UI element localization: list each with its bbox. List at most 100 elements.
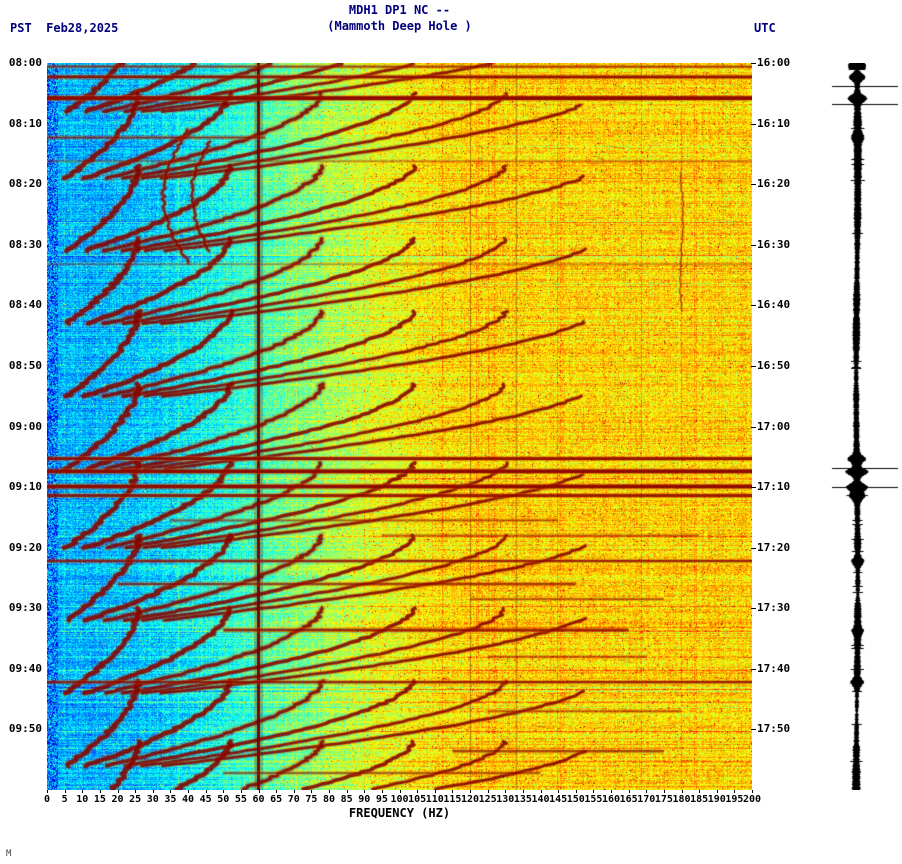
utc-tick-label: 17:40 xyxy=(757,661,791,675)
freq-tick-label: 165 xyxy=(619,794,638,805)
freq-tick-mark xyxy=(452,790,454,793)
spectrogram-heatmap xyxy=(47,63,752,790)
freq-tick-mark xyxy=(329,790,330,793)
pst-tick-label: 09:20 xyxy=(8,540,42,554)
freq-tick-mark xyxy=(663,790,665,793)
freq-tick-label: 0 xyxy=(43,794,51,805)
seismogram-trace xyxy=(828,63,902,790)
freq-tick-mark xyxy=(276,790,278,793)
pst-tick-label: 08:30 xyxy=(8,237,42,251)
freq-tick-label: 25 xyxy=(129,794,142,805)
freq-tick-label: 95 xyxy=(375,794,388,805)
freq-tick-mark xyxy=(470,790,471,793)
freq-tick-label: 40 xyxy=(181,794,195,805)
freq-tick-label: 200 xyxy=(742,794,762,805)
pst-tick-label: 09:00 xyxy=(8,419,42,433)
freq-tick-mark xyxy=(152,790,154,793)
freq-tick-mark xyxy=(752,790,753,793)
freq-tick-mark xyxy=(399,790,401,793)
freq-tick-label: 20 xyxy=(111,794,124,805)
freq-tick-mark xyxy=(311,790,313,793)
freq-tick-label: 130 xyxy=(496,794,515,805)
freq-tick-mark xyxy=(540,790,542,793)
freq-tick-mark xyxy=(646,790,648,793)
freq-tick-label: 30 xyxy=(146,794,159,805)
freq-tick-mark xyxy=(558,790,560,793)
freq-tick-label: 55 xyxy=(234,794,247,805)
utc-tick-label: 16:00 xyxy=(757,56,791,69)
freq-tick-mark xyxy=(240,790,242,793)
freq-tick-mark xyxy=(205,790,207,793)
freq-tick-mark xyxy=(434,790,436,793)
freq-tick-mark xyxy=(258,790,260,793)
utc-tick-label: 16:40 xyxy=(757,298,791,312)
freq-tick-mark xyxy=(188,790,189,793)
station-subtitle: (Mammoth Deep Hole ) xyxy=(327,19,472,33)
freq-tick-label: 50 xyxy=(217,794,230,805)
freq-tick-label: 65 xyxy=(270,794,283,805)
utc-tick-label: 16:30 xyxy=(757,237,791,251)
utc-tick-label: 17:00 xyxy=(757,419,791,433)
freq-tick-label: 115 xyxy=(443,794,462,805)
freq-tick-mark xyxy=(64,790,66,793)
freq-tick-mark xyxy=(593,790,595,793)
pst-tick-label: 09:30 xyxy=(8,601,42,615)
freq-tick-label: 120 xyxy=(460,794,480,805)
freq-tick-mark xyxy=(364,790,366,793)
freq-tick-label: 160 xyxy=(601,794,621,805)
pst-tick-label: 09:50 xyxy=(8,722,42,736)
freq-tick-mark xyxy=(716,790,718,793)
freq-tick-mark xyxy=(117,790,119,793)
freq-tick-mark xyxy=(346,790,348,793)
freq-tick-mark xyxy=(628,790,630,793)
freq-tick-mark xyxy=(734,790,736,793)
utc-tick-label: 16:10 xyxy=(757,116,791,130)
freq-tick-mark xyxy=(505,790,507,793)
freq-tick-label: 80 xyxy=(322,794,336,805)
freq-tick-label: 145 xyxy=(549,794,568,805)
corner-mark: M xyxy=(6,849,12,859)
utc-tick-label: 17:30 xyxy=(757,601,791,615)
freq-tick-label: 155 xyxy=(584,794,603,805)
utc-tick-label: 17:50 xyxy=(757,722,791,736)
freq-tick-mark xyxy=(99,790,101,793)
freq-tick-mark xyxy=(223,790,225,793)
freq-tick-label: 180 xyxy=(672,794,691,805)
pst-tick-label: 09:40 xyxy=(8,661,42,675)
freq-tick-mark xyxy=(699,790,701,793)
freq-tick-mark xyxy=(522,790,524,793)
freq-tick-label: 170 xyxy=(637,794,656,805)
freq-tick-label: 60 xyxy=(252,794,265,805)
freq-tick-label: 125 xyxy=(478,794,497,805)
freq-tick-label: 70 xyxy=(287,794,300,805)
freq-tick-mark xyxy=(170,790,172,793)
freq-tick-label: 90 xyxy=(358,794,371,805)
utc-tick-label: 16:20 xyxy=(757,177,791,191)
utc-tick-label: 17:20 xyxy=(757,540,791,554)
pst-tick-label: 08:40 xyxy=(8,298,42,312)
pst-tick-label: 08:00 xyxy=(8,56,42,69)
freq-tick-label: 105 xyxy=(408,794,427,805)
freq-tick-label: 175 xyxy=(654,794,673,805)
freq-tick-label: 185 xyxy=(690,794,709,805)
pst-date-label: PST Feb28,2025 xyxy=(10,21,119,35)
pst-tick-label: 08:10 xyxy=(8,116,42,130)
freq-tick-mark xyxy=(293,790,295,793)
utc-tick-label: 16:50 xyxy=(757,358,791,372)
freq-tick-label: 85 xyxy=(340,794,353,805)
freq-tick-label: 150 xyxy=(566,794,585,805)
freq-tick-mark xyxy=(381,790,383,793)
utc-timezone-label: UTC xyxy=(754,21,776,35)
freq-tick-mark xyxy=(487,790,489,793)
freq-tick-label: 45 xyxy=(199,794,212,805)
freq-tick-mark xyxy=(135,790,137,793)
freq-tick-mark xyxy=(681,790,683,793)
pst-tick-label: 08:20 xyxy=(8,177,42,191)
utc-tick-label: 17:10 xyxy=(757,480,791,494)
freq-tick-label: 35 xyxy=(164,794,177,805)
freq-tick-mark xyxy=(417,790,419,793)
freq-tick-mark xyxy=(82,790,84,793)
pst-tick-label: 09:10 xyxy=(8,480,42,494)
freq-tick-label: 75 xyxy=(305,794,318,805)
